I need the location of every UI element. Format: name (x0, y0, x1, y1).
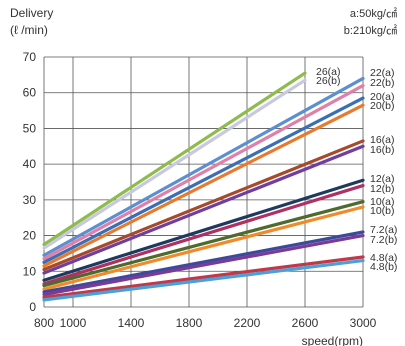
series-label: 26(a) (316, 66, 341, 78)
series-label: 26(b) (316, 75, 341, 87)
series-line-16b (42, 144, 365, 275)
x-tick-label: 1400 (118, 316, 145, 330)
x-tick-label: 2600 (292, 316, 319, 330)
y-tick-label: 40 (23, 157, 37, 171)
series-line-20a (42, 96, 365, 264)
series-label: 7.2(b) (370, 234, 397, 246)
y-tick-label: 20 (23, 229, 37, 243)
axis-ticks: 0 10 20 30 40 50 60 70 800 1000 1400 1800 2200 2600 30… (23, 50, 377, 330)
y-axis-label-line1: Delivery (10, 6, 53, 20)
series-label: 7.2(a) (370, 224, 397, 236)
x-tick-label: 1800 (176, 316, 203, 330)
series-line-20b (42, 103, 365, 268)
series-label: 4.8(b) (370, 261, 397, 273)
y-tick-label: 10 (23, 264, 37, 278)
series-line-12b (42, 183, 365, 286)
legend-note-b: b:210kg/㎠ (344, 24, 397, 37)
y-axis-label-line2: (ℓ /min) (10, 23, 48, 37)
series-lines (42, 71, 365, 302)
series-label: 16(a) (370, 134, 395, 146)
series-label: 22(a) (370, 67, 395, 79)
series-label: 20(a) (370, 91, 395, 103)
series-line-4-8a (42, 255, 365, 299)
series-label: 22(b) (370, 77, 395, 89)
legend-note-a: a:50kg/㎠ (350, 7, 397, 20)
series-line-22a (42, 76, 365, 257)
x-axis-label: speed(rpm) (302, 334, 363, 346)
series-line-7-2a (42, 230, 365, 294)
x-tick-label: 1000 (60, 316, 87, 330)
series-label: 20(b) (370, 100, 395, 112)
series-line-10b (42, 205, 365, 291)
y-tick-label: 50 (23, 121, 37, 135)
series-label: 12(b) (370, 183, 395, 195)
y-tick-label: 0 (29, 300, 36, 314)
series-labels: 26(a)26(b) 22(a)22(b) 20(a)20(b) 16(a)16(b)… (316, 66, 397, 273)
series-label: 10(a) (370, 196, 395, 208)
series-label: 16(b) (370, 144, 395, 156)
y-tick-label: 70 (23, 50, 37, 64)
series-line-16a (42, 139, 365, 272)
series-line-4-8b (42, 258, 365, 302)
y-tick-label: 60 (23, 86, 37, 100)
y-tick-label: 30 (23, 193, 37, 207)
series-line-10a (42, 200, 365, 288)
series-line-22b (42, 83, 365, 261)
series-line-26a (42, 71, 307, 247)
series-label: 4.8(a) (370, 252, 397, 264)
x-tick-label: 2200 (234, 316, 261, 330)
x-tick-label: 3000 (350, 316, 377, 330)
x-tick-label: 800 (34, 316, 54, 330)
series-label: 10(b) (370, 205, 395, 217)
series-label: 12(a) (370, 173, 395, 185)
series-line-26b (42, 78, 307, 250)
series-line-7-2b (42, 233, 365, 297)
series-line-12a (42, 178, 365, 282)
